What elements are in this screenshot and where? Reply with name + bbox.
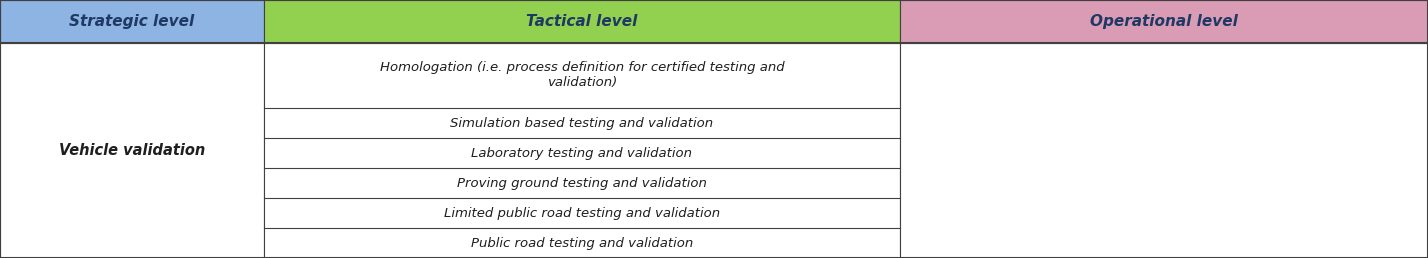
Text: Strategic level: Strategic level xyxy=(70,14,194,29)
Text: Simulation based testing and validation: Simulation based testing and validation xyxy=(450,117,714,130)
Text: Operational level: Operational level xyxy=(1090,14,1238,29)
Bar xyxy=(264,43,900,258)
Bar xyxy=(900,43,1428,258)
Text: Homologation (i.e. process definition for certified testing and
validation): Homologation (i.e. process definition fo… xyxy=(380,61,784,90)
Text: Vehicle validation: Vehicle validation xyxy=(59,143,206,158)
Bar xyxy=(264,0,900,43)
Text: Public road testing and validation: Public road testing and validation xyxy=(471,237,693,249)
Text: Laboratory testing and validation: Laboratory testing and validation xyxy=(471,147,693,160)
Bar xyxy=(0,43,264,258)
Text: Proving ground testing and validation: Proving ground testing and validation xyxy=(457,177,707,190)
Text: Tactical level: Tactical level xyxy=(527,14,637,29)
Bar xyxy=(900,0,1428,43)
Bar xyxy=(0,0,264,43)
Text: Limited public road testing and validation: Limited public road testing and validati… xyxy=(444,207,720,220)
